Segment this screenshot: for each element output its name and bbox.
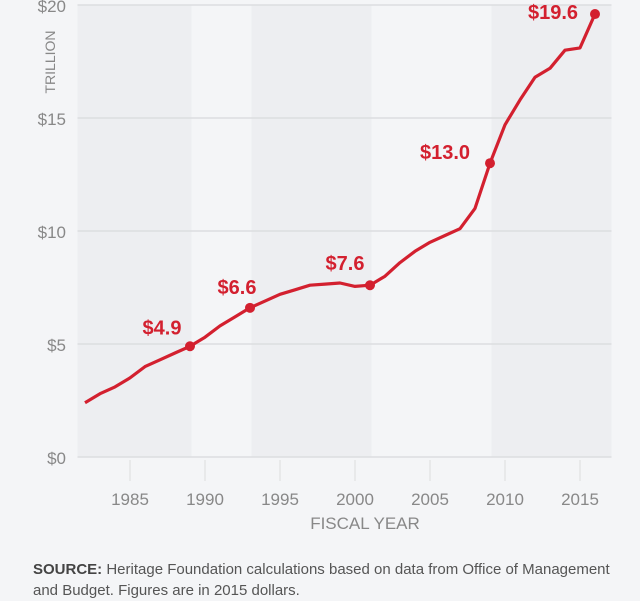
y-tick-label: $0 <box>47 449 66 468</box>
y-axis-label: TRILLION <box>42 30 58 93</box>
x-tick-label: 1990 <box>186 490 224 509</box>
data-point <box>590 9 600 20</box>
y-tick-label: $5 <box>47 336 66 355</box>
data-label: $6.6 <box>218 277 257 299</box>
source-label: SOURCE: <box>33 561 103 578</box>
x-tick-label: 2005 <box>411 490 449 509</box>
source-note: SOURCE: Heritage Foundation calculations… <box>33 559 633 601</box>
y-tick-label: $20 <box>38 0 66 16</box>
x-tick-label: 1995 <box>261 490 299 509</box>
y-tick-label: $10 <box>38 223 66 242</box>
data-point <box>245 302 255 313</box>
y-tick-label: $15 <box>38 110 66 129</box>
series-line <box>84 13 597 405</box>
line-chart: $0 $5 $10 $15 $20 1985 1990 1995 2000 2005 2010 20… <box>38 0 612 533</box>
data-point <box>485 158 495 169</box>
data-label: $13.0 <box>420 142 470 164</box>
x-tick-label: 2000 <box>336 490 374 509</box>
x-tick-label: 1985 <box>111 490 149 509</box>
source-text: Heritage Foundation calculations based o… <box>33 561 610 599</box>
x-tick-label: 2015 <box>561 490 599 509</box>
data-label: $4.9 <box>143 317 182 339</box>
data-point <box>365 280 375 291</box>
x-tick-label: 2010 <box>486 490 524 509</box>
data-label: $7.6 <box>326 253 365 275</box>
data-label: $19.6 <box>528 2 578 24</box>
x-axis-label: FISCAL YEAR <box>310 514 420 533</box>
data-point <box>185 341 195 352</box>
